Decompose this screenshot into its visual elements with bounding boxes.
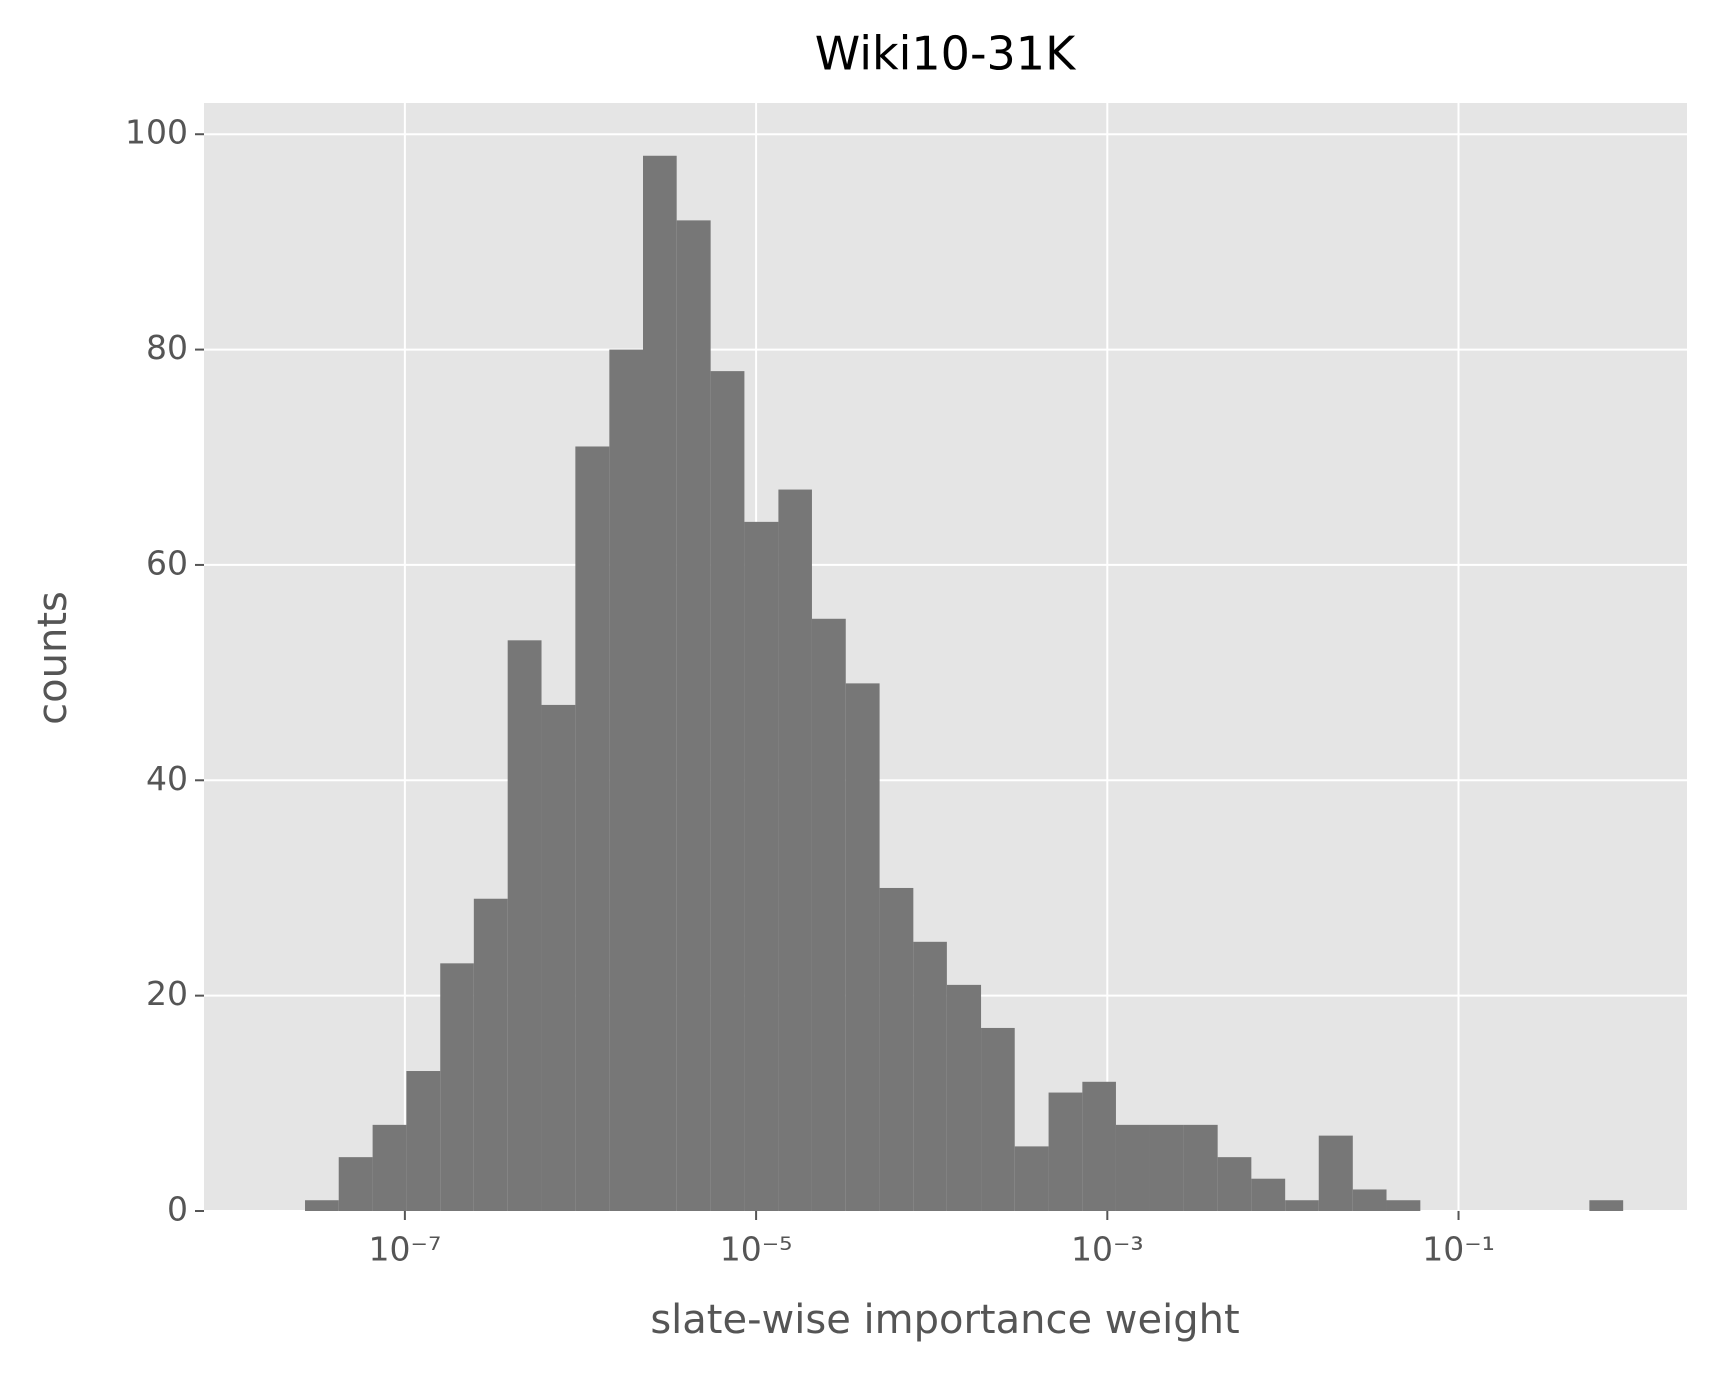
x-tick-label: 10⁻⁵	[720, 1230, 793, 1269]
bar	[1589, 1200, 1624, 1211]
bar	[1318, 1135, 1353, 1211]
y-axis-label: counts	[30, 591, 76, 725]
x-tick-label: 10⁻⁷	[369, 1230, 442, 1269]
bar	[913, 941, 947, 1211]
bar	[1115, 1124, 1150, 1211]
bar	[1217, 1157, 1252, 1211]
bar	[1082, 1081, 1116, 1211]
y-tick-label: 0	[167, 1190, 188, 1229]
bar	[1014, 1146, 1049, 1211]
bar	[710, 371, 745, 1212]
bar	[507, 640, 542, 1211]
x-axis-label: slate-wise importance weight	[650, 1297, 1239, 1343]
y-tick-label: 80	[146, 328, 188, 367]
chart-title: Wiki10-31K	[815, 27, 1077, 81]
x-tick-label: 10⁻³	[1071, 1230, 1144, 1269]
bar	[845, 683, 880, 1211]
bar	[811, 618, 846, 1211]
bar	[440, 963, 474, 1211]
bar	[1251, 1178, 1286, 1211]
y-tick-label: 20	[146, 974, 188, 1013]
bar	[473, 898, 508, 1211]
y-tick-label: 40	[146, 759, 188, 798]
bar	[1386, 1200, 1421, 1211]
bar	[406, 1071, 441, 1211]
bar	[879, 887, 914, 1211]
bar	[575, 446, 610, 1212]
bar	[643, 155, 677, 1211]
bar	[338, 1157, 373, 1211]
bar	[1183, 1124, 1218, 1211]
bar	[981, 1027, 1015, 1211]
bar	[946, 984, 982, 1211]
bar	[1352, 1189, 1387, 1211]
bar	[1285, 1200, 1319, 1211]
bar	[372, 1124, 407, 1211]
bar	[1048, 1092, 1083, 1211]
bar	[1149, 1124, 1184, 1211]
bar	[744, 521, 779, 1211]
bar	[609, 349, 644, 1211]
y-tick-label: 100	[125, 113, 188, 152]
bar	[778, 489, 812, 1211]
bar	[676, 220, 711, 1212]
bar	[305, 1200, 339, 1211]
x-tick-label: 10⁻¹	[1422, 1230, 1495, 1269]
bar	[541, 704, 576, 1211]
bars	[305, 155, 1624, 1212]
y-tick-label: 60	[146, 543, 188, 582]
